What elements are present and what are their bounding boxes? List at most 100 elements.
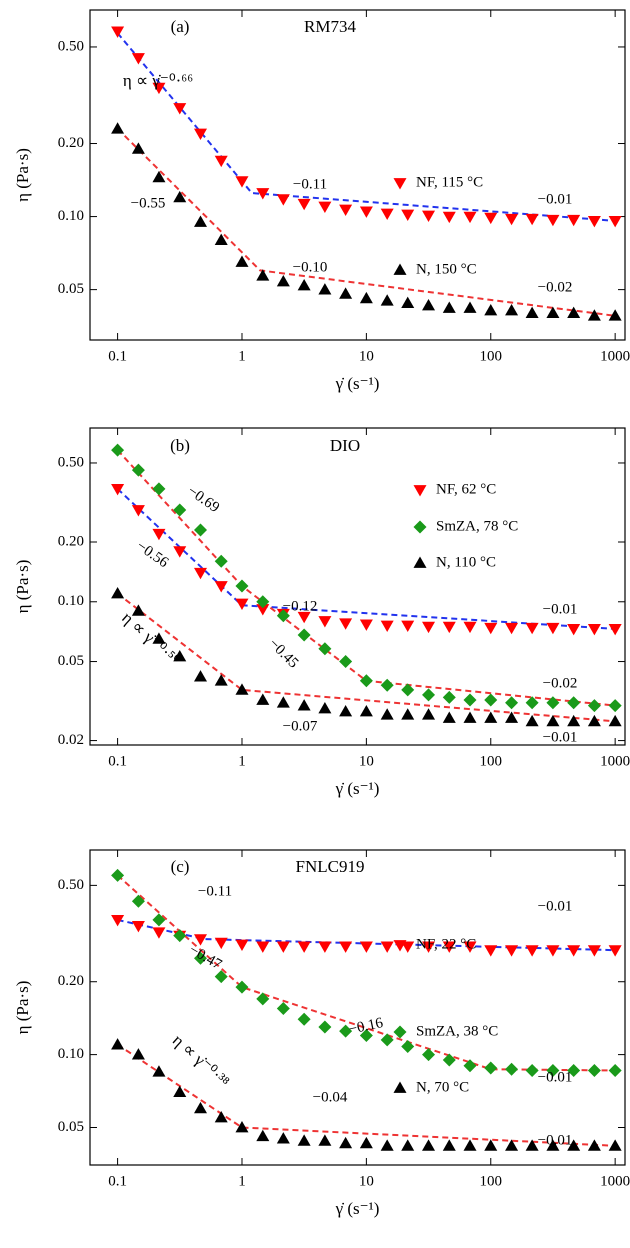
panel-title: FNLC919 xyxy=(296,857,365,876)
y-tick-label: 0.50 xyxy=(58,38,84,54)
data-point xyxy=(463,693,477,707)
data-point xyxy=(525,306,539,319)
data-point xyxy=(525,1139,539,1151)
legend-marker xyxy=(413,485,427,497)
data-point xyxy=(194,951,208,965)
annotation: −0.47 xyxy=(186,942,224,973)
annotation: −0.01 xyxy=(543,601,578,617)
data-point xyxy=(380,294,394,306)
data-point xyxy=(505,304,519,316)
data-point xyxy=(442,1053,456,1067)
x-tick-label: 10 xyxy=(359,753,374,769)
data-point xyxy=(359,1028,373,1042)
data-point xyxy=(463,211,477,224)
y-axis-label: η (Pa·s) xyxy=(13,560,32,614)
data-point xyxy=(608,624,622,636)
data-point xyxy=(297,699,311,711)
data-point xyxy=(484,1139,498,1151)
data-point xyxy=(359,619,373,631)
data-point xyxy=(318,1134,332,1146)
x-tick-label: 1000 xyxy=(600,1173,630,1189)
data-point xyxy=(546,1139,560,1151)
data-point xyxy=(463,941,477,953)
x-tick-label: 0.1 xyxy=(108,753,127,769)
data-point xyxy=(152,82,166,95)
data-point xyxy=(297,278,311,291)
data-point xyxy=(111,484,125,496)
data-point xyxy=(422,210,436,223)
y-tick-label: 0.20 xyxy=(58,135,84,151)
data-point xyxy=(214,581,228,593)
data-point xyxy=(256,595,270,609)
data-point xyxy=(546,945,560,957)
data-point xyxy=(463,301,477,313)
data-point xyxy=(214,155,228,168)
data-point xyxy=(505,1139,519,1151)
data-point xyxy=(442,690,456,704)
data-point xyxy=(194,670,208,682)
data-point xyxy=(111,868,125,882)
y-tick-label: 0.05 xyxy=(58,653,84,669)
legend-marker xyxy=(393,940,407,952)
data-point xyxy=(587,945,601,957)
data-point xyxy=(587,309,601,321)
data-point xyxy=(525,213,539,226)
data-point xyxy=(256,188,270,200)
x-tick-label: 100 xyxy=(480,348,503,364)
data-point xyxy=(546,696,560,710)
data-point xyxy=(256,1129,270,1142)
data-point xyxy=(359,291,373,304)
data-point xyxy=(587,714,601,727)
data-point xyxy=(463,1059,477,1073)
data-point xyxy=(422,1139,436,1151)
data-point xyxy=(297,1012,311,1026)
fit-line xyxy=(116,488,616,630)
data-point xyxy=(152,482,166,496)
data-point xyxy=(194,215,208,227)
annotation: −0.01 xyxy=(543,729,578,745)
data-point xyxy=(111,443,125,457)
data-point xyxy=(256,992,270,1006)
annotation: η ∝ γ̇⁻⁰·³⁸ xyxy=(169,1030,233,1091)
x-axis-label: γ̇ (s⁻¹) xyxy=(335,1199,380,1218)
data-point xyxy=(152,913,166,927)
data-point xyxy=(276,1132,290,1144)
data-point xyxy=(422,941,436,953)
data-point xyxy=(318,616,332,628)
x-tick-label: 1000 xyxy=(600,753,630,769)
data-point xyxy=(173,929,187,943)
data-point xyxy=(401,941,415,953)
data-point xyxy=(131,921,145,933)
data-point xyxy=(567,214,581,227)
data-point xyxy=(359,674,373,688)
data-point xyxy=(608,714,622,727)
data-point xyxy=(235,980,249,994)
annotation: −0.07 xyxy=(283,718,318,734)
fit-line xyxy=(116,128,616,317)
y-tick-label: 0.20 xyxy=(58,533,84,549)
y-axis-label: η (Pa·s) xyxy=(13,148,32,202)
data-point xyxy=(608,1139,622,1151)
data-point xyxy=(339,1136,353,1149)
x-tick-label: 1 xyxy=(238,348,246,364)
data-point xyxy=(359,705,373,717)
data-point xyxy=(214,937,228,950)
data-point xyxy=(567,306,581,319)
data-point xyxy=(546,214,560,227)
data-point xyxy=(111,915,125,927)
x-tick-label: 100 xyxy=(480,753,503,769)
data-point xyxy=(318,642,332,656)
data-point xyxy=(380,1139,394,1151)
annotation: −0.02 xyxy=(538,279,573,295)
data-point xyxy=(359,941,373,953)
data-point xyxy=(235,598,249,611)
plot-frame xyxy=(89,849,626,1166)
data-point xyxy=(256,604,270,616)
data-point xyxy=(401,1139,415,1151)
fit-line xyxy=(116,32,616,222)
data-point xyxy=(484,945,498,957)
data-point xyxy=(339,655,353,669)
data-point xyxy=(318,702,332,714)
data-point xyxy=(608,1063,622,1077)
annotation: −0.12 xyxy=(283,598,318,614)
